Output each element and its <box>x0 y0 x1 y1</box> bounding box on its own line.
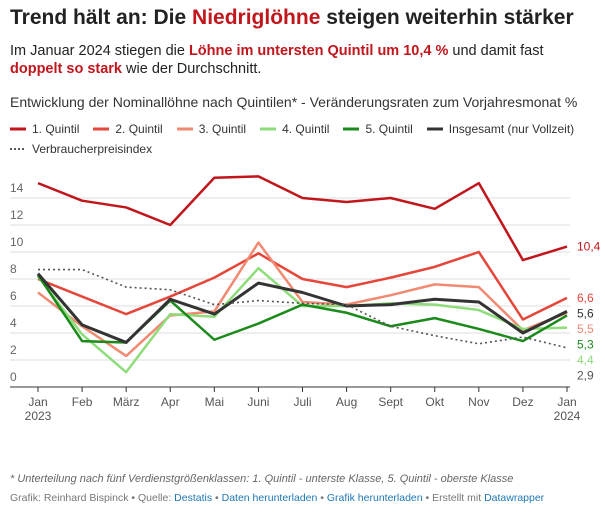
source-text: • <box>212 492 222 504</box>
legend-item: 2. Quintil <box>93 122 163 136</box>
legend-item: Verbraucherpreisindex <box>10 142 152 156</box>
x-tick-label: Okt <box>425 395 445 409</box>
x-tick-label: Dez <box>512 395 534 409</box>
legend-item: 3. Quintil <box>176 122 247 136</box>
y-tick-label: 8 <box>10 262 17 276</box>
value-label: 5,5 <box>577 322 594 336</box>
value-label: 2,9 <box>577 368 594 382</box>
legend-label: 4. Quintil <box>282 122 330 136</box>
emphasis-text: Löhne im untersten Quintil um 10,4 % <box>188 43 449 59</box>
y-tick-label: 2 <box>10 343 17 357</box>
x-tick-label: Juni <box>247 395 270 409</box>
emphasis-text: Niedriglöhne <box>192 6 321 29</box>
text: Trend hält an: Die <box>10 6 193 29</box>
series-line <box>37 175 568 262</box>
emphasis-text: doppelt so stark <box>10 61 122 77</box>
x-tick-label: März <box>112 395 140 409</box>
legend-label: 2. Quintil <box>115 122 163 136</box>
series-line <box>37 241 568 358</box>
series-line <box>37 250 568 321</box>
y-tick-label: 14 <box>10 181 24 195</box>
legend-label: Verbraucherpreisindex <box>32 142 153 156</box>
source-text: Grafik: Reinhard Bispinck • Quelle: <box>10 492 175 504</box>
x-tick-label: Feb <box>71 395 93 409</box>
source-link[interactable]: Datawrapper <box>484 492 545 504</box>
legend: 1. Quintil 2. Quintil 3. Quintil 4. Quintil… <box>10 122 595 156</box>
text: steigen weiterhin stärker <box>320 6 574 29</box>
text: und damit fast <box>448 43 544 59</box>
plot: 0 2 4 6 8 10 12 14 10,4 6,6 5,5 4,4 5,3 5,6 2,9 <box>10 175 601 392</box>
value-label: 5,6 <box>577 306 594 320</box>
source: Grafik: Reinhard Bispinck • Quelle: Dest… <box>10 492 544 504</box>
text: wie der Durchschnitt. <box>122 61 262 77</box>
legend-swatch <box>260 127 277 131</box>
text: Im Januar 2024 stiegen die <box>10 43 189 59</box>
value-label: 6,6 <box>577 291 594 305</box>
x-tick-label: Mai <box>204 395 224 409</box>
notes: * Unterteilung nach fünf Verdienstgrößen… <box>10 473 514 485</box>
legend-swatch <box>10 148 26 150</box>
legend-swatch <box>10 127 26 131</box>
x-tick-label: Sept <box>378 395 403 409</box>
x-tick-label: Juli <box>293 395 312 409</box>
series-line <box>37 266 568 374</box>
source-text: • Erstellt mit <box>422 492 485 504</box>
subtitle: Im Januar 2024 stiegen die Löhne im unte… <box>10 42 595 78</box>
y-tick-label: 0 <box>10 370 17 384</box>
value-label: 10,4 <box>577 240 601 254</box>
x-tick-label: Aug <box>335 395 358 409</box>
value-label: 5,3 <box>577 337 594 351</box>
legend-label: 5. Quintil <box>365 122 413 136</box>
legend-swatch <box>426 127 443 131</box>
source-text: • <box>317 492 327 504</box>
legend-swatch <box>176 127 193 131</box>
source-link[interactable]: Daten herunterladen <box>221 492 318 504</box>
legend-label: Insgesamt (nur Vollzeit) <box>448 122 575 136</box>
x-tick-label: Nov <box>468 395 490 409</box>
y-tick-label: 10 <box>10 235 24 249</box>
y-tick-label: 12 <box>10 208 24 222</box>
source-link[interactable]: Destatis <box>174 492 213 504</box>
series-line <box>36 272 568 344</box>
y-tick-label: 4 <box>10 316 17 330</box>
legend-swatch <box>93 127 110 131</box>
legend-label: 1. Quintil <box>32 122 80 136</box>
legend-label: 3. Quintil <box>198 122 247 136</box>
description: Entwicklung der Nominallöhne nach Quinti… <box>10 94 578 110</box>
legend-swatch <box>343 127 360 131</box>
legend-item: 1. Quintil <box>10 122 79 136</box>
value-label: 4,4 <box>577 353 594 367</box>
x-tick-label: Apr <box>160 395 180 409</box>
y-tick-label: 6 <box>10 289 17 303</box>
series-line <box>38 268 568 349</box>
x-tick-label: Jan 2024 <box>553 395 581 423</box>
source-link[interactable]: Grafik herunterladen <box>326 492 423 504</box>
legend-item: Insgesamt (nur Vollzeit) <box>426 122 575 136</box>
title: Trend hält an: Die Niedriglöhne steigen … <box>10 6 574 30</box>
legend-item: 4. Quintil <box>260 122 329 136</box>
x-tick-label: Jan 2023 <box>24 395 52 423</box>
legend-item: 5. Quintil <box>343 122 413 136</box>
